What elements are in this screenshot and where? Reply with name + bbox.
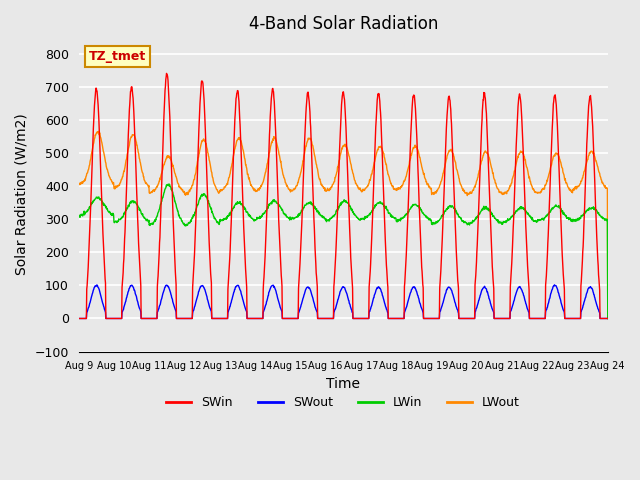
SWout — [425, 315, 433, 321]
LWin — [426, 217, 433, 223]
SWin — [604, 315, 612, 321]
Line: SWout: SWout — [79, 285, 608, 318]
X-axis label: Time: Time — [326, 377, 360, 391]
LWin — [252, 217, 260, 223]
LWin — [541, 214, 549, 220]
LWin — [180, 221, 188, 227]
Line: LWout: LWout — [79, 132, 608, 318]
LWout — [75, 181, 83, 187]
LWin — [75, 214, 83, 220]
SWout — [75, 315, 83, 321]
SWout — [252, 315, 259, 321]
SWin — [541, 315, 549, 321]
LWin — [604, 316, 612, 322]
LWout — [495, 187, 502, 192]
SWout — [180, 315, 188, 321]
SWout — [193, 298, 200, 303]
SWout — [550, 282, 558, 288]
SWin — [426, 315, 433, 321]
SWin — [193, 192, 200, 198]
LWout — [541, 182, 549, 188]
SWin — [75, 315, 83, 321]
SWin — [495, 315, 502, 321]
LWout — [180, 189, 188, 195]
Line: SWin: SWin — [79, 73, 608, 318]
LWout — [604, 315, 612, 321]
Text: TZ_tmet: TZ_tmet — [89, 50, 147, 63]
Y-axis label: Solar Radiation (W/m2): Solar Radiation (W/m2) — [15, 114, 29, 276]
LWout — [252, 189, 260, 194]
SWin — [252, 315, 260, 321]
Title: 4-Band Solar Radiation: 4-Band Solar Radiation — [248, 15, 438, 33]
Legend: SWin, SWout, LWin, LWout: SWin, SWout, LWin, LWout — [161, 391, 525, 414]
SWin — [180, 315, 188, 321]
LWin — [165, 181, 173, 187]
LWin — [495, 220, 502, 226]
SWout — [494, 315, 502, 321]
LWout — [426, 184, 433, 190]
SWout — [604, 315, 612, 321]
LWout — [95, 129, 102, 134]
Line: LWin: LWin — [79, 184, 608, 319]
SWout — [541, 315, 548, 321]
LWin — [193, 204, 200, 210]
LWout — [193, 164, 200, 169]
SWin — [163, 71, 170, 76]
